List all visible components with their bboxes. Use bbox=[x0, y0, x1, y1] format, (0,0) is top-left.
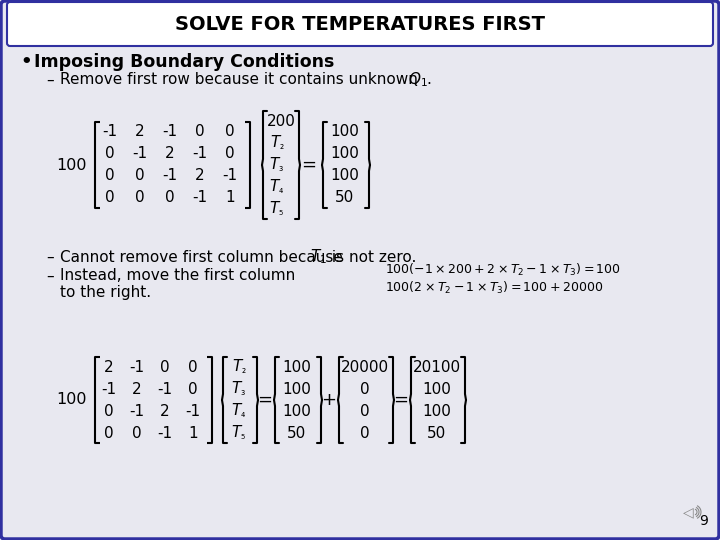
FancyBboxPatch shape bbox=[7, 2, 713, 46]
Text: -1: -1 bbox=[222, 168, 238, 184]
Text: •: • bbox=[20, 53, 32, 71]
Text: 0: 0 bbox=[360, 403, 370, 418]
Text: 0: 0 bbox=[165, 191, 175, 206]
Text: +: + bbox=[322, 391, 336, 409]
Text: $T_₃$: $T_₃$ bbox=[231, 380, 246, 399]
Text: to the right.: to the right. bbox=[60, 285, 151, 300]
Text: $T_₄$: $T_₄$ bbox=[269, 178, 284, 197]
Text: $Q_1$: $Q_1$ bbox=[408, 71, 428, 89]
Text: -1: -1 bbox=[102, 125, 117, 139]
Text: $100(-1\times200+2\times T_2-1\times T_3)=100$: $100(-1\times200+2\times T_2-1\times T_3… bbox=[385, 262, 621, 278]
Text: 0: 0 bbox=[360, 381, 370, 396]
Text: -1: -1 bbox=[163, 125, 178, 139]
Text: $T_₂$: $T_₂$ bbox=[269, 133, 284, 152]
Text: 0: 0 bbox=[188, 360, 198, 375]
Text: 100: 100 bbox=[56, 158, 87, 172]
Text: –: – bbox=[46, 72, 53, 87]
Text: Imposing Boundary Conditions: Imposing Boundary Conditions bbox=[34, 53, 334, 71]
Text: =: = bbox=[258, 391, 272, 409]
Text: -1: -1 bbox=[163, 168, 178, 184]
Text: -1: -1 bbox=[130, 360, 145, 375]
Text: $T_₂$: $T_₂$ bbox=[232, 357, 246, 376]
Text: .: . bbox=[426, 72, 431, 87]
Text: 0: 0 bbox=[135, 168, 145, 184]
Text: 20100: 20100 bbox=[413, 360, 461, 375]
Text: 100: 100 bbox=[56, 393, 87, 408]
Text: 2: 2 bbox=[132, 381, 142, 396]
Text: 50: 50 bbox=[336, 191, 355, 206]
Text: 50: 50 bbox=[287, 426, 307, 441]
Text: -1: -1 bbox=[186, 403, 201, 418]
Text: –: – bbox=[46, 249, 53, 265]
Text: 0: 0 bbox=[188, 381, 198, 396]
Text: Remove first row because it contains unknown: Remove first row because it contains unk… bbox=[60, 72, 423, 87]
Text: 2: 2 bbox=[104, 360, 114, 375]
Text: 20000: 20000 bbox=[341, 360, 389, 375]
Text: 2: 2 bbox=[195, 168, 204, 184]
Text: Cannot remove first column because: Cannot remove first column because bbox=[60, 249, 348, 265]
Text: 0: 0 bbox=[104, 403, 114, 418]
Text: $T_₅$: $T_₅$ bbox=[231, 424, 246, 442]
Text: 0: 0 bbox=[225, 146, 235, 161]
Text: 0: 0 bbox=[160, 360, 170, 375]
Text: –: – bbox=[46, 268, 53, 284]
Text: 0: 0 bbox=[105, 168, 114, 184]
Text: 2: 2 bbox=[135, 125, 145, 139]
Text: -1: -1 bbox=[102, 381, 117, 396]
Text: SOLVE FOR TEMPERATURES FIRST: SOLVE FOR TEMPERATURES FIRST bbox=[175, 15, 545, 33]
Text: 100: 100 bbox=[423, 403, 451, 418]
Text: $T_₃$: $T_₃$ bbox=[269, 156, 284, 174]
Text: 2: 2 bbox=[165, 146, 175, 161]
Text: 100: 100 bbox=[423, 381, 451, 396]
Text: 1: 1 bbox=[188, 426, 198, 441]
Text: -1: -1 bbox=[192, 191, 207, 206]
Text: -1: -1 bbox=[192, 146, 207, 161]
Text: $T_₅$: $T_₅$ bbox=[269, 200, 284, 218]
Text: $100(2\times T_2-1\times T_3)=100+20000$: $100(2\times T_2-1\times T_3)=100+20000$ bbox=[385, 280, 603, 296]
Text: 0: 0 bbox=[105, 146, 114, 161]
Text: 1: 1 bbox=[225, 191, 235, 206]
Text: 0: 0 bbox=[132, 426, 142, 441]
Text: =: = bbox=[302, 156, 317, 174]
Text: -1: -1 bbox=[130, 403, 145, 418]
Text: $T_1$: $T_1$ bbox=[310, 248, 327, 266]
Text: 100: 100 bbox=[330, 125, 359, 139]
Text: 200: 200 bbox=[266, 113, 295, 129]
Text: 100: 100 bbox=[330, 146, 359, 161]
Text: 0: 0 bbox=[105, 191, 114, 206]
Text: ◁: ◁ bbox=[683, 505, 693, 519]
Text: 0: 0 bbox=[135, 191, 145, 206]
Text: 0: 0 bbox=[360, 426, 370, 441]
Text: -1: -1 bbox=[132, 146, 148, 161]
Text: 100: 100 bbox=[282, 381, 312, 396]
Text: -1: -1 bbox=[158, 381, 173, 396]
Text: 100: 100 bbox=[282, 403, 312, 418]
Text: =: = bbox=[394, 391, 408, 409]
Text: 100: 100 bbox=[330, 168, 359, 184]
Text: $T_₄$: $T_₄$ bbox=[231, 402, 247, 420]
Text: 9: 9 bbox=[699, 514, 708, 528]
Text: 0: 0 bbox=[104, 426, 114, 441]
Text: 0: 0 bbox=[195, 125, 204, 139]
Text: 0: 0 bbox=[225, 125, 235, 139]
Text: 100: 100 bbox=[282, 360, 312, 375]
Text: Instead, move the first column: Instead, move the first column bbox=[60, 268, 295, 284]
Text: -1: -1 bbox=[158, 426, 173, 441]
Text: 50: 50 bbox=[428, 426, 446, 441]
Text: is not zero.: is not zero. bbox=[327, 249, 416, 265]
Text: 2: 2 bbox=[160, 403, 170, 418]
